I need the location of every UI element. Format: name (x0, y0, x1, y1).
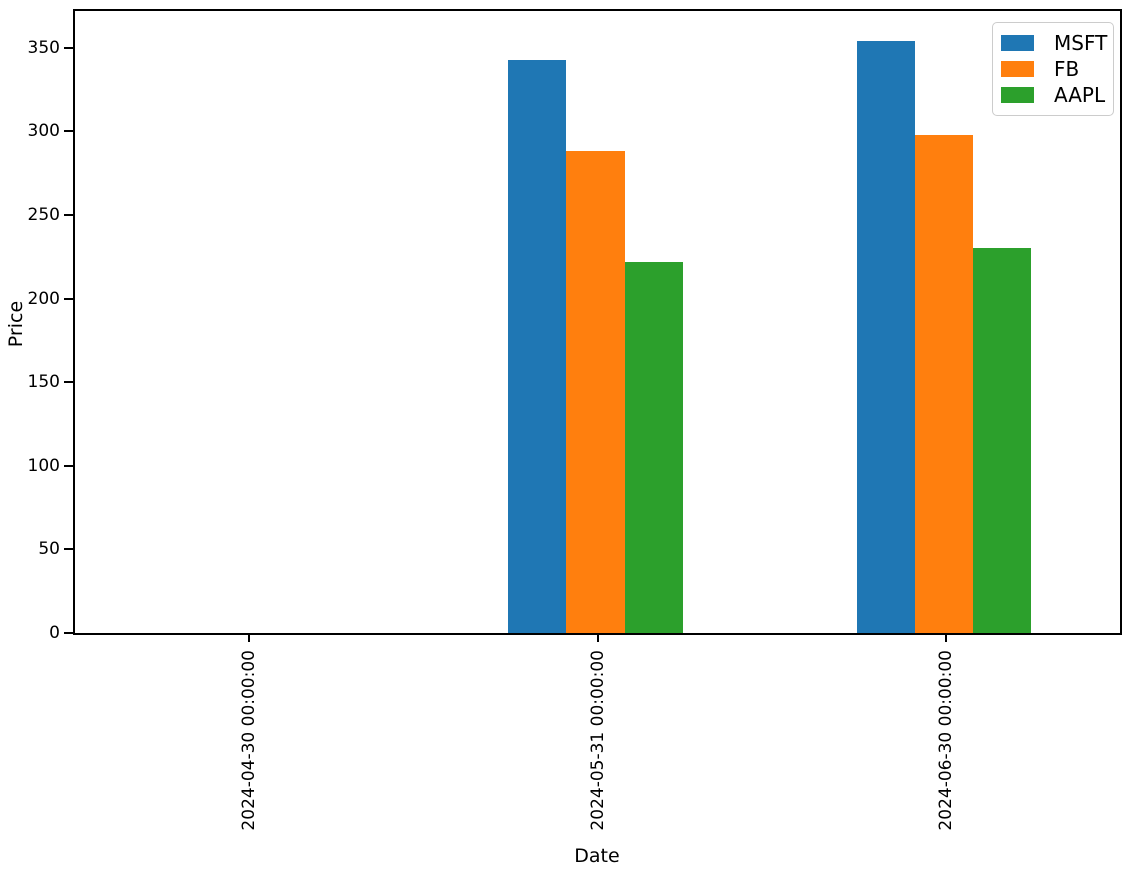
legend-swatch-aapl (1001, 87, 1034, 103)
bar-fb-2024-06-30 (914, 134, 973, 633)
bar-fb-2024-05-31 (566, 151, 625, 633)
x-axis-title: Date (574, 845, 620, 867)
y-tick-label: 200 (27, 288, 60, 309)
legend-label: AAPL (1054, 83, 1106, 107)
y-tick-label: 350 (27, 37, 60, 58)
y-tick-label: 0 (49, 623, 60, 643)
x-tick-mark (596, 633, 599, 642)
x-tick-label: 2024-06-30 00:00:00 (935, 650, 956, 831)
legend-item-msft: MSFT (1001, 30, 1108, 56)
y-tick-label: 150 (27, 372, 60, 393)
legend-swatch-msft (1001, 35, 1034, 51)
x-tick-label: 2024-04-30 00:00:00 (239, 650, 260, 831)
y-tick-mark (64, 548, 73, 551)
plot-inner (75, 11, 1120, 633)
bar-aapl-2024-06-30 (972, 248, 1031, 633)
y-axis-title: Price (5, 300, 27, 348)
bar-msft-2024-06-30 (856, 41, 915, 633)
x-tick-mark (248, 633, 251, 642)
legend-swatch-fb (1001, 61, 1034, 77)
legend-item-aapl: AAPL (1001, 82, 1105, 108)
y-tick-label: 250 (27, 204, 60, 225)
y-tick-mark (64, 213, 73, 216)
y-tick-mark (64, 632, 73, 634)
y-tick-mark (64, 381, 73, 384)
y-tick-label: 300 (27, 121, 60, 142)
legend: MSFT FB AAPL (992, 22, 1114, 116)
y-tick-mark (64, 297, 73, 300)
y-tick-mark (64, 130, 73, 133)
bar-msft-2024-05-31 (508, 59, 567, 633)
legend-label: MSFT (1054, 31, 1108, 55)
y-tick-label: 100 (27, 455, 60, 476)
y-tick-mark (64, 464, 73, 467)
bar-aapl-2024-05-31 (624, 261, 683, 633)
y-tick-label: 50 (38, 539, 60, 560)
legend-label: FB (1054, 57, 1080, 81)
x-tick-mark (944, 633, 947, 642)
legend-item-fb: FB (1001, 56, 1105, 82)
y-tick-mark (64, 46, 73, 49)
x-tick-label: 2024-05-31 00:00:00 (587, 650, 608, 831)
plot-area (73, 9, 1122, 635)
